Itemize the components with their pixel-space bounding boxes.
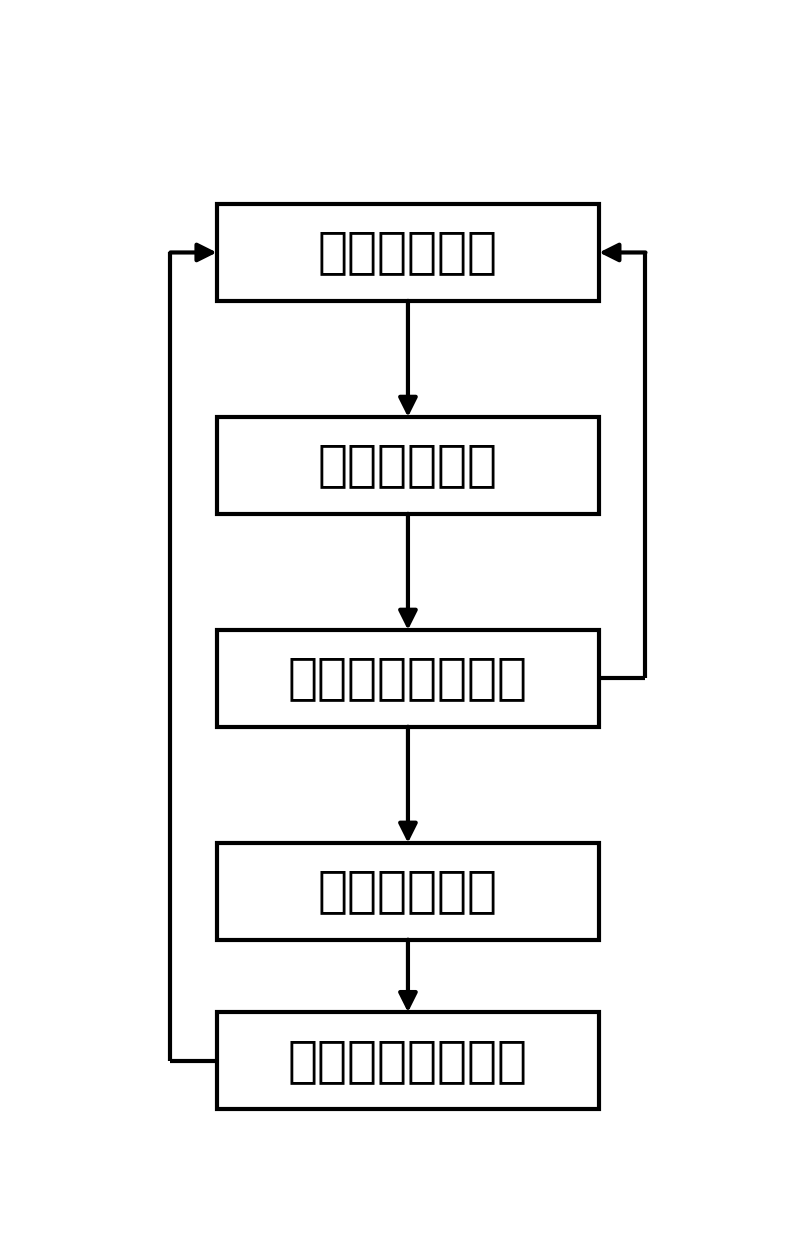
Text: 动态冷热实验: 动态冷热实验: [318, 867, 498, 915]
Bar: [217, 1012, 599, 1109]
Text: 动态实验数据采集: 动态实验数据采集: [288, 1037, 528, 1085]
Bar: [217, 417, 599, 514]
Text: 静态冷热实验: 静态冷热实验: [318, 441, 498, 489]
Bar: [217, 204, 599, 300]
Text: 静态实验数据采集: 静态实验数据采集: [288, 655, 528, 703]
Text: 待检车辆定位: 待检车辆定位: [318, 229, 498, 277]
Bar: [217, 630, 599, 727]
Bar: [217, 843, 599, 940]
